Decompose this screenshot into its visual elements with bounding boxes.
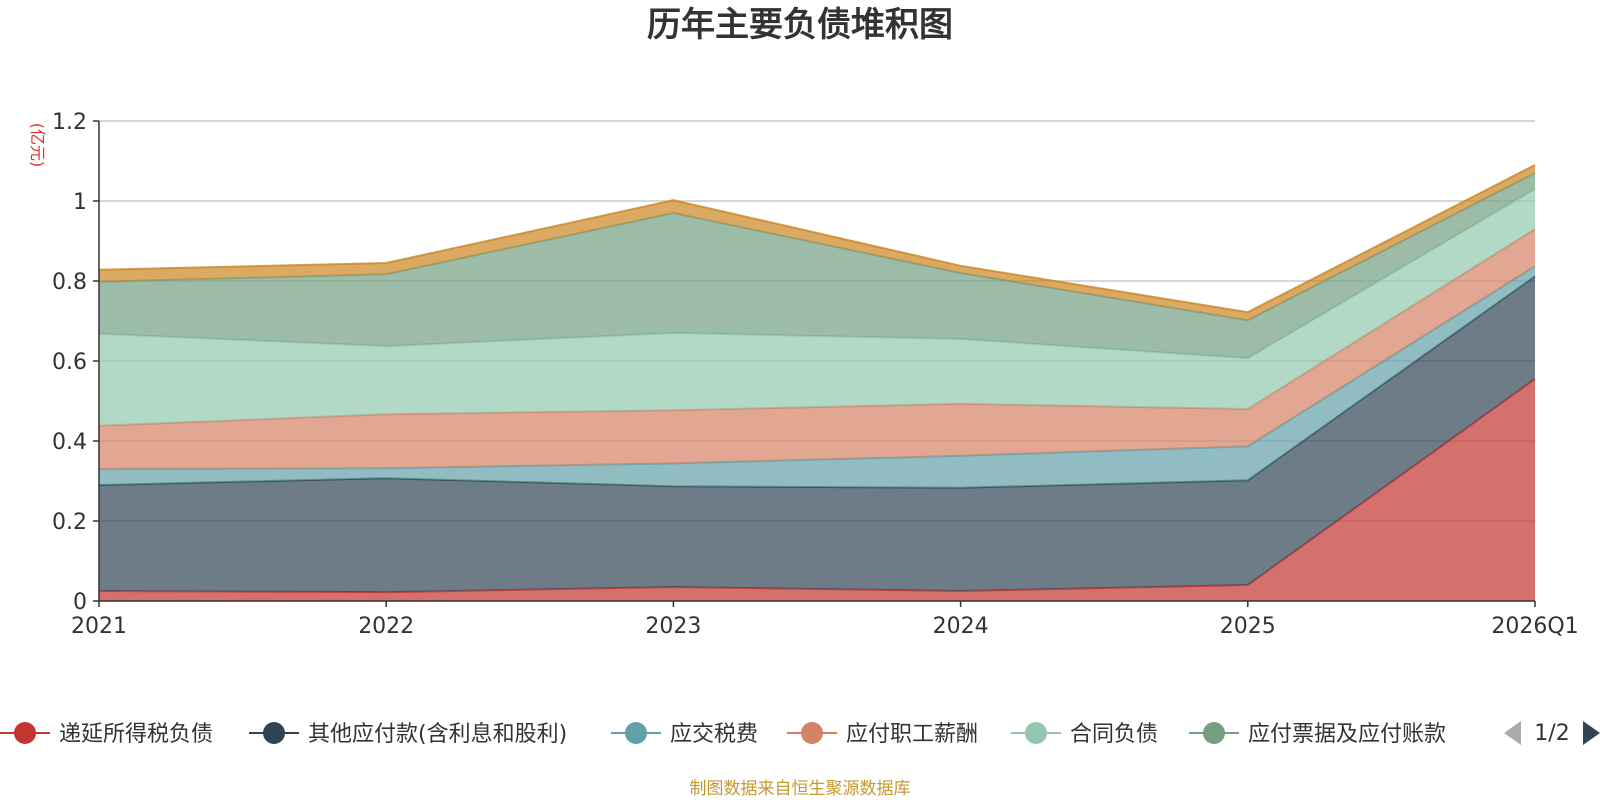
axes: 0 0.2 0.4 0.6 0.8 1 1.2 2021 2022 2023 2024 2025 202… [52,110,1579,639]
legend-item[interactable]: 应付票据及应付账款 [1189,722,1446,747]
y-axis-unit: (亿元) [28,123,47,168]
area-series[interactable] [99,173,1535,359]
area-series-group [98,164,1536,601]
y-tick-label: 0.2 [52,510,87,535]
legend: 递延所得税负债 其他应付款(含利息和股利) 应交税费 应付职工薪酬 合同负债 应付票据及应… [0,722,1446,747]
legend-label: 递延所得税负债 [59,722,213,747]
x-tick-label: 2021 [71,614,127,639]
legend-marker [801,722,823,744]
legend-marker [14,722,36,744]
legend-marker [263,722,285,744]
area-series[interactable] [99,229,1535,469]
chart-title: 历年主要负债堆积图 [647,5,953,45]
x-tick-label: 2023 [645,614,701,639]
legend-label: 合同负债 [1070,722,1158,747]
area-series-line [98,164,1536,314]
triangle-right-icon[interactable] [1583,721,1600,745]
triangle-left-icon[interactable] [1504,721,1521,745]
y-tick-label: 0.6 [52,350,87,375]
area-series[interactable] [99,165,1535,321]
area-series[interactable] [99,379,1535,601]
legend-item[interactable]: 递延所得税负债 [0,722,213,747]
legend-item[interactable]: 合同负债 [1011,722,1158,747]
legend-page-indicator: 1/2 [1534,721,1569,746]
legend-label: 应付票据及应付账款 [1248,722,1446,747]
legend-item[interactable]: 应付职工薪酬 [787,722,978,747]
x-tick-label: 2025 [1220,614,1276,639]
legend-label: 其他应付款(含利息和股利) [308,722,567,747]
y-tick-label: 0 [73,590,87,615]
legend-label: 应交税费 [670,722,758,747]
y-tick-label: 0.4 [52,430,87,455]
y-tick-label: 1.2 [52,110,87,135]
legend-marker [1025,722,1047,744]
y-tick-label: 1 [73,190,87,215]
legend-label: 应付职工薪酬 [846,722,978,747]
legend-marker [1203,722,1225,744]
y-tick-label: 0.8 [52,270,87,295]
x-tick-label: 2022 [358,614,414,639]
legend-item[interactable]: 其他应付款(含利息和股利) [249,722,567,747]
area-series[interactable] [99,189,1535,426]
area-series[interactable] [99,276,1535,593]
legend-item[interactable]: 应交税费 [611,722,758,747]
legend-pager: 1/2 [1504,721,1600,746]
x-tick-label: 2024 [933,614,989,639]
legend-marker [625,722,647,744]
data-source-note: 制图数据来自恒生聚源数据库 [690,779,911,799]
x-tick-label: 2026Q1 [1491,614,1578,639]
